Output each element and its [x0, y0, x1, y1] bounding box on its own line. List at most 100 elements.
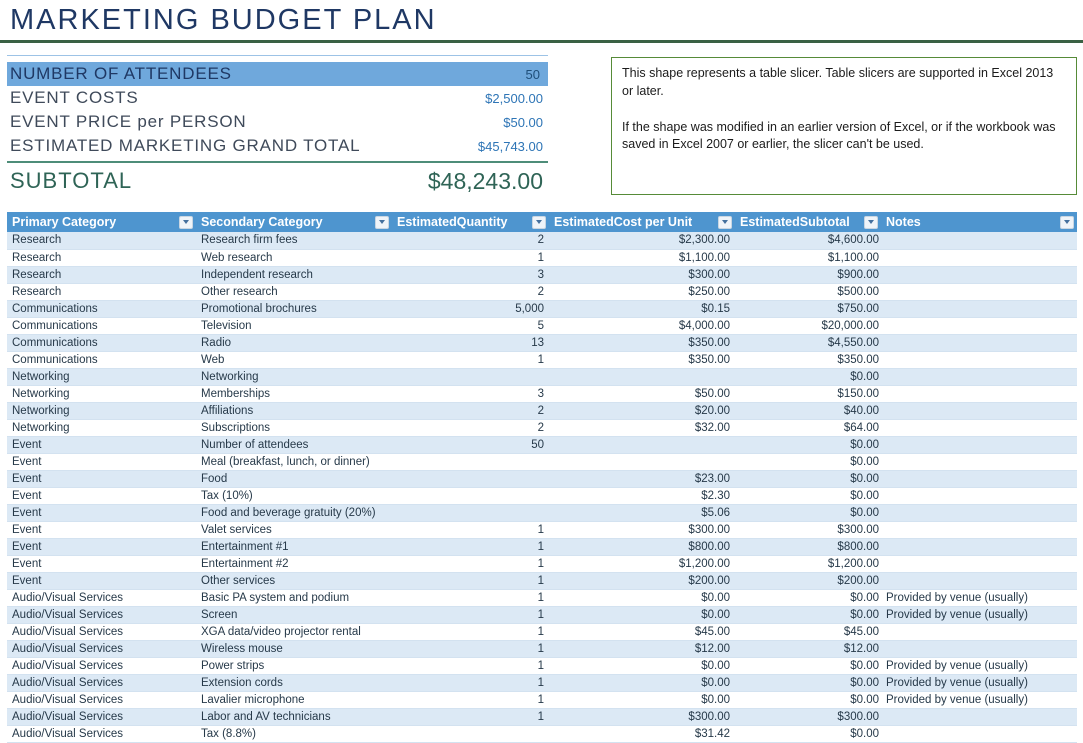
cell-notes[interactable]	[881, 402, 1077, 420]
cell-estimatedcost-per-unit[interactable]: $800.00	[549, 538, 735, 556]
cell-primary-category[interactable]: Communications	[7, 300, 196, 318]
cell-secondary-category[interactable]: Affiliations	[196, 402, 392, 420]
cell-estimatedquantity[interactable]	[392, 504, 549, 522]
cell-estimatedsubtotal[interactable]: $1,100.00	[735, 249, 881, 267]
cell-secondary-category[interactable]: Television	[196, 317, 392, 335]
cell-secondary-category[interactable]: Web	[196, 351, 392, 369]
cell-estimatedsubtotal[interactable]: $40.00	[735, 402, 881, 420]
cell-estimatedsubtotal[interactable]: $750.00	[735, 300, 881, 318]
cell-estimatedcost-per-unit[interactable]: $300.00	[549, 266, 735, 284]
column-header-estimatedcost-per-unit[interactable]: EstimatedCost per Unit	[549, 212, 735, 232]
cell-secondary-category[interactable]: Tax (10%)	[196, 487, 392, 505]
cell-estimatedcost-per-unit[interactable]: $0.00	[549, 691, 735, 709]
cell-estimatedcost-per-unit[interactable]: $0.00	[549, 657, 735, 675]
cell-estimatedquantity[interactable]: 13	[392, 334, 549, 352]
summary-row-event-price[interactable]: EVENT PRICE per PERSON $50.00	[7, 110, 548, 134]
cell-estimatedquantity[interactable]: 5	[392, 317, 549, 335]
cell-notes[interactable]	[881, 283, 1077, 301]
cell-notes[interactable]	[881, 640, 1077, 658]
cell-estimatedquantity[interactable]: 2	[392, 283, 549, 301]
cell-estimatedcost-per-unit[interactable]: $4,000.00	[549, 317, 735, 335]
cell-notes[interactable]	[881, 487, 1077, 505]
cell-estimatedquantity[interactable]: 3	[392, 266, 549, 284]
cell-estimatedcost-per-unit[interactable]: $250.00	[549, 283, 735, 301]
cell-estimatedcost-per-unit[interactable]: $0.00	[549, 606, 735, 624]
cell-secondary-category[interactable]: Entertainment #1	[196, 538, 392, 556]
filter-dropdown-button-primary-category[interactable]	[179, 215, 193, 229]
cell-estimatedquantity[interactable]: 5,000	[392, 300, 549, 318]
cell-primary-category[interactable]: Event	[7, 487, 196, 505]
cell-secondary-category[interactable]: Memberships	[196, 385, 392, 403]
cell-primary-category[interactable]: Audio/Visual Services	[7, 708, 196, 726]
cell-primary-category[interactable]: Event	[7, 572, 196, 590]
cell-estimatedquantity[interactable]: 2	[392, 232, 549, 250]
cell-estimatedsubtotal[interactable]: $0.00	[735, 691, 881, 709]
cell-notes[interactable]	[881, 368, 1077, 386]
cell-secondary-category[interactable]: Extension cords	[196, 674, 392, 692]
cell-secondary-category[interactable]: Networking	[196, 368, 392, 386]
cell-primary-category[interactable]: Event	[7, 436, 196, 454]
cell-primary-category[interactable]: Research	[7, 283, 196, 301]
cell-estimatedsubtotal[interactable]: $0.00	[735, 436, 881, 454]
cell-estimatedquantity[interactable]: 1	[392, 521, 549, 539]
cell-estimatedcost-per-unit[interactable]: $350.00	[549, 334, 735, 352]
cell-estimatedsubtotal[interactable]: $4,550.00	[735, 334, 881, 352]
cell-estimatedquantity[interactable]: 1	[392, 657, 549, 675]
cell-estimatedquantity[interactable]: 1	[392, 538, 549, 556]
cell-secondary-category[interactable]: Other research	[196, 283, 392, 301]
column-header-secondary-category[interactable]: Secondary Category	[196, 212, 392, 232]
cell-secondary-category[interactable]: Tax (8.8%)	[196, 725, 392, 743]
subtotal-value[interactable]: $48,243.00	[427, 167, 543, 194]
summary-value[interactable]: $50.00	[503, 114, 543, 130]
cell-estimatedquantity[interactable]: 3	[392, 385, 549, 403]
cell-estimatedcost-per-unit[interactable]: $300.00	[549, 521, 735, 539]
summary-row-event-costs[interactable]: EVENT COSTS $2,500.00	[7, 86, 548, 110]
cell-estimatedquantity[interactable]: 1	[392, 640, 549, 658]
cell-primary-category[interactable]: Audio/Visual Services	[7, 674, 196, 692]
cell-estimatedcost-per-unit[interactable]: $50.00	[549, 385, 735, 403]
cell-notes[interactable]	[881, 504, 1077, 522]
cell-secondary-category[interactable]: Food and beverage gratuity (20%)	[196, 504, 392, 522]
filter-dropdown-button-estimatedsubtotal[interactable]	[864, 215, 878, 229]
cell-primary-category[interactable]: Audio/Visual Services	[7, 606, 196, 624]
cell-estimatedcost-per-unit[interactable]: $32.00	[549, 419, 735, 437]
summary-value[interactable]: 50	[525, 66, 540, 82]
filter-dropdown-button-notes[interactable]	[1060, 215, 1074, 229]
cell-notes[interactable]	[881, 453, 1077, 471]
cell-estimatedsubtotal[interactable]: $0.00	[735, 470, 881, 488]
cell-estimatedquantity[interactable]: 1	[392, 351, 549, 369]
cell-primary-category[interactable]: Audio/Visual Services	[7, 725, 196, 743]
cell-estimatedcost-per-unit[interactable]: $20.00	[549, 402, 735, 420]
cell-estimatedquantity[interactable]: 1	[392, 589, 549, 607]
cell-estimatedcost-per-unit[interactable]: $2.30	[549, 487, 735, 505]
cell-notes[interactable]: Provided by venue (usually)	[881, 589, 1077, 607]
cell-estimatedcost-per-unit[interactable]: $300.00	[549, 708, 735, 726]
cell-secondary-category[interactable]: Wireless mouse	[196, 640, 392, 658]
filter-dropdown-button-estimatedcost-per-unit[interactable]	[718, 215, 732, 229]
cell-estimatedsubtotal[interactable]: $1,200.00	[735, 555, 881, 573]
cell-secondary-category[interactable]: Radio	[196, 334, 392, 352]
cell-estimatedquantity[interactable]: 1	[392, 623, 549, 641]
cell-estimatedsubtotal[interactable]: $0.00	[735, 657, 881, 675]
cell-secondary-category[interactable]: Valet services	[196, 521, 392, 539]
filter-dropdown-button-secondary-category[interactable]	[375, 215, 389, 229]
cell-notes[interactable]	[881, 725, 1077, 743]
cell-secondary-category[interactable]: Power strips	[196, 657, 392, 675]
cell-secondary-category[interactable]: Basic PA system and podium	[196, 589, 392, 607]
column-header-notes[interactable]: Notes	[881, 212, 1077, 232]
cell-estimatedquantity[interactable]: 50	[392, 436, 549, 454]
cell-primary-category[interactable]: Communications	[7, 317, 196, 335]
cell-notes[interactable]: Provided by venue (usually)	[881, 674, 1077, 692]
cell-notes[interactable]: Provided by venue (usually)	[881, 606, 1077, 624]
cell-primary-category[interactable]: Audio/Visual Services	[7, 657, 196, 675]
cell-estimatedsubtotal[interactable]: $300.00	[735, 521, 881, 539]
column-header-estimatedquantity[interactable]: EstimatedQuantity	[392, 212, 549, 232]
cell-estimatedcost-per-unit[interactable]: $12.00	[549, 640, 735, 658]
cell-primary-category[interactable]: Communications	[7, 334, 196, 352]
summary-row-attendees[interactable]: NUMBER OF ATTENDEES 50	[7, 62, 548, 86]
cell-secondary-category[interactable]: Subscriptions	[196, 419, 392, 437]
summary-row-grand-total[interactable]: ESTIMATED MARKETING GRAND TOTAL $45,743.…	[7, 134, 548, 158]
cell-estimatedcost-per-unit[interactable]: $2,300.00	[549, 232, 735, 250]
cell-estimatedcost-per-unit[interactable]	[549, 436, 735, 454]
cell-notes[interactable]	[881, 708, 1077, 726]
